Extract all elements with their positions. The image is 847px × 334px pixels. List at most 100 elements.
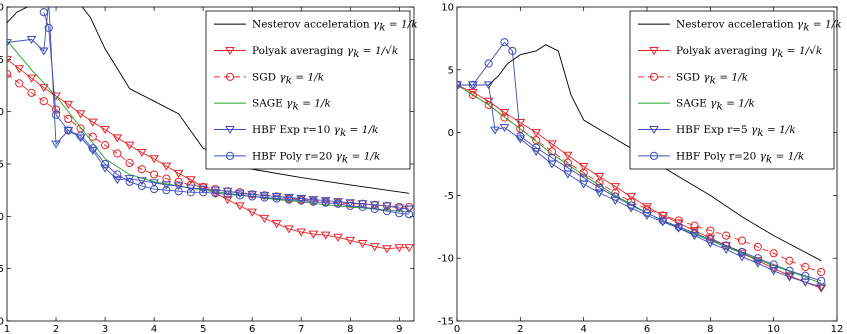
data-point xyxy=(769,260,778,269)
data-point xyxy=(296,228,307,237)
legend-label-1-2: SGD γk = 1/k xyxy=(676,71,748,86)
data-point xyxy=(320,231,331,240)
data-point xyxy=(563,163,572,172)
series-4 xyxy=(7,40,410,213)
legend-label-1-3: SAGE γk = 1/k xyxy=(676,98,755,113)
legend-label-0-1: Polyak averaging γk = 1/√k xyxy=(252,45,398,60)
data-point xyxy=(26,35,37,45)
data-point xyxy=(309,197,318,206)
data-point xyxy=(124,141,135,150)
data-point xyxy=(284,225,294,234)
data-point xyxy=(247,208,258,217)
data-point xyxy=(186,188,195,197)
y-tick-label: -15 xyxy=(0,264,4,275)
data-point xyxy=(137,181,146,191)
legend-box xyxy=(629,10,835,170)
data-point xyxy=(211,189,220,198)
x-tick-label: 6 xyxy=(644,324,650,334)
data-point xyxy=(578,163,589,172)
data-point xyxy=(64,126,73,135)
data-point xyxy=(112,134,123,143)
data-point xyxy=(499,124,510,133)
data-point xyxy=(785,266,794,275)
legend-marker xyxy=(225,72,235,81)
data-point xyxy=(100,125,110,135)
data-point xyxy=(595,183,604,192)
series-line xyxy=(7,73,410,208)
legend-marker xyxy=(225,47,235,56)
data-point xyxy=(816,284,827,293)
data-point xyxy=(769,249,778,258)
data-point xyxy=(137,165,146,174)
data-point xyxy=(51,140,61,149)
data-point xyxy=(610,196,621,205)
data-point xyxy=(88,144,97,153)
data-point xyxy=(468,80,477,89)
data-point xyxy=(531,129,542,138)
x-tick-label: 4 xyxy=(151,324,157,334)
data-point xyxy=(484,59,493,68)
data-point xyxy=(150,170,159,179)
y-tick-label: -10 xyxy=(0,212,4,223)
data-point xyxy=(483,81,494,90)
series-line xyxy=(457,84,822,288)
legend-label-1-5: HBF Poly r=20 γk = 1/k xyxy=(676,150,804,165)
legend-marker xyxy=(225,151,235,160)
x-tick-label: 2 xyxy=(53,324,59,334)
data-point xyxy=(333,199,343,208)
data-point xyxy=(706,226,715,235)
data-point xyxy=(247,190,258,199)
legend-label-1-0: Nesterov acceleration γk = 1/k xyxy=(676,19,842,34)
data-point xyxy=(500,38,509,47)
data-point xyxy=(611,192,620,201)
series-5 xyxy=(7,0,414,214)
data-point xyxy=(369,201,380,210)
data-point xyxy=(185,176,196,185)
data-point xyxy=(161,181,172,190)
legend-marker xyxy=(649,72,659,81)
x-tick-label: 9 xyxy=(396,324,402,334)
data-point xyxy=(45,0,53,5)
y-tick-label: -20 xyxy=(0,317,4,328)
data-point xyxy=(500,113,509,122)
data-point xyxy=(259,214,270,223)
data-point xyxy=(594,189,605,198)
y-tick-label: 0 xyxy=(448,128,454,139)
y-tick-label: 10 xyxy=(441,3,454,14)
legend-label-0-4: HBF Exp r=10 γk = 1/k xyxy=(252,124,378,139)
data-point xyxy=(753,242,762,251)
data-point xyxy=(185,184,196,193)
data-point xyxy=(722,241,731,250)
data-point xyxy=(297,196,306,205)
data-point xyxy=(150,185,159,194)
data-point xyxy=(346,201,355,210)
data-point xyxy=(321,198,330,207)
data-point xyxy=(44,23,53,33)
series-line xyxy=(457,44,822,262)
data-point xyxy=(737,236,747,245)
data-point xyxy=(136,177,147,186)
data-point xyxy=(801,262,810,272)
y-tick-label: 5 xyxy=(448,65,454,76)
data-point xyxy=(308,196,319,205)
data-point xyxy=(657,211,668,221)
series-3 xyxy=(7,69,414,212)
data-point xyxy=(320,197,331,206)
data-point xyxy=(737,253,747,262)
series-6 xyxy=(39,8,414,219)
data-point xyxy=(333,198,343,207)
data-point xyxy=(112,176,123,185)
x-tick-label: 0 xyxy=(454,324,460,334)
legend-label-0-2: SGD γk = 1/k xyxy=(252,71,324,86)
data-point xyxy=(173,169,184,178)
data-point xyxy=(721,245,732,254)
data-point xyxy=(38,84,49,93)
data-point xyxy=(113,149,122,158)
data-point xyxy=(125,158,134,168)
data-point xyxy=(457,80,462,89)
y-tick-label: -5 xyxy=(444,191,454,202)
x-tick-label: 7 xyxy=(298,324,304,334)
x-tick-label: 10 xyxy=(767,324,780,334)
data-point xyxy=(395,209,404,218)
data-point xyxy=(516,132,525,141)
